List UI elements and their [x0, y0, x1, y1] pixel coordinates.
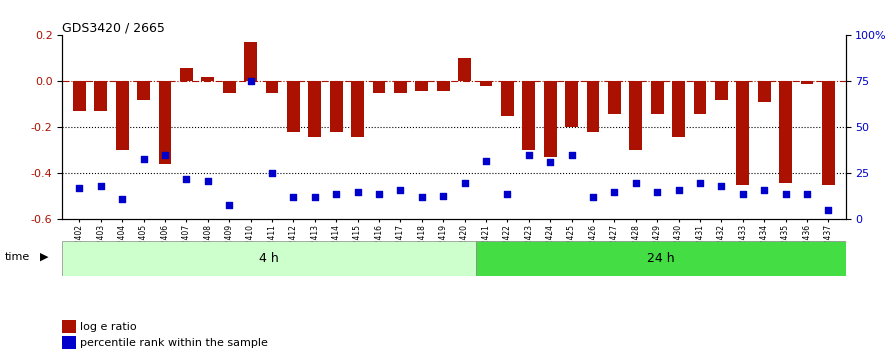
Bar: [522, 81, 535, 150]
Bar: [201, 77, 214, 81]
Bar: [265, 81, 279, 93]
Bar: [352, 81, 364, 137]
Bar: [501, 81, 514, 116]
Point: [179, 176, 193, 182]
Bar: [651, 81, 664, 114]
Bar: [437, 81, 449, 91]
Bar: [373, 81, 385, 93]
Point: [543, 160, 557, 165]
Point: [779, 191, 793, 196]
Bar: [287, 81, 300, 132]
Bar: [94, 81, 107, 111]
Point: [522, 152, 536, 158]
Bar: [394, 81, 407, 93]
Point: [564, 152, 578, 158]
Text: time: time: [4, 252, 29, 262]
Point: [265, 171, 279, 176]
Point: [628, 180, 643, 185]
Point: [436, 193, 450, 198]
Bar: [715, 81, 728, 100]
Point: [693, 180, 708, 185]
Bar: [693, 81, 707, 114]
Bar: [222, 81, 236, 93]
Bar: [672, 81, 685, 137]
Text: GDS3420 / 2665: GDS3420 / 2665: [62, 21, 166, 34]
Point: [136, 156, 150, 161]
Point: [821, 207, 836, 213]
Point: [287, 195, 301, 200]
Bar: [180, 68, 193, 81]
Point: [607, 189, 621, 195]
Text: ▶: ▶: [40, 252, 49, 262]
Bar: [137, 81, 150, 100]
Point: [415, 195, 429, 200]
Bar: [73, 81, 85, 111]
Bar: [629, 81, 643, 150]
Bar: [757, 81, 771, 102]
Bar: [544, 81, 556, 157]
Bar: [822, 81, 835, 185]
Bar: [62, 336, 77, 349]
Point: [800, 191, 814, 196]
Point: [479, 158, 493, 164]
Bar: [62, 320, 77, 333]
Text: 24 h: 24 h: [647, 252, 675, 265]
Point: [222, 202, 237, 207]
FancyBboxPatch shape: [475, 241, 846, 276]
Point: [244, 79, 258, 84]
Point: [500, 191, 514, 196]
Point: [650, 189, 664, 195]
Point: [671, 187, 685, 193]
Point: [158, 152, 172, 158]
Bar: [736, 81, 749, 185]
Bar: [480, 81, 492, 86]
Bar: [587, 81, 599, 132]
Point: [200, 178, 214, 184]
Bar: [608, 81, 621, 114]
Point: [586, 195, 600, 200]
Text: percentile rank within the sample: percentile rank within the sample: [79, 338, 267, 348]
Bar: [116, 81, 129, 150]
Point: [372, 191, 386, 196]
Point: [736, 191, 750, 196]
Text: log e ratio: log e ratio: [79, 322, 136, 332]
Bar: [309, 81, 321, 137]
Point: [93, 183, 108, 189]
Bar: [565, 81, 578, 127]
Bar: [158, 81, 172, 164]
Bar: [416, 81, 428, 91]
Point: [72, 185, 86, 191]
Point: [757, 187, 772, 193]
Point: [308, 195, 322, 200]
Text: 4 h: 4 h: [259, 252, 279, 265]
Bar: [330, 81, 343, 132]
Bar: [779, 81, 792, 183]
Point: [115, 196, 129, 202]
Point: [457, 180, 472, 185]
Point: [351, 189, 365, 195]
Point: [715, 183, 729, 189]
Point: [329, 191, 344, 196]
FancyBboxPatch shape: [62, 241, 475, 276]
Bar: [244, 42, 257, 81]
Bar: [458, 58, 471, 81]
Bar: [801, 81, 813, 84]
Point: [393, 187, 408, 193]
